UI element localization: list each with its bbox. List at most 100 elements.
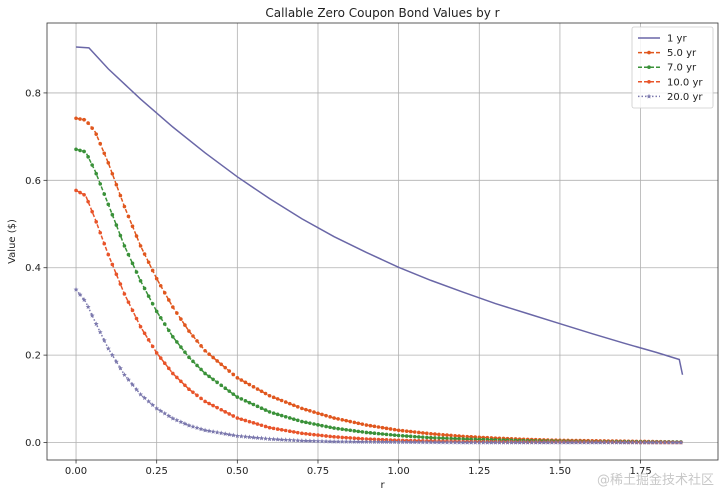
series-point — [227, 369, 232, 373]
series-point — [613, 439, 619, 445]
series-point — [283, 414, 288, 419]
series-point — [335, 439, 341, 444]
y-tick-label: 0.8 — [25, 88, 41, 99]
series-point — [416, 430, 421, 435]
series-point — [138, 324, 143, 329]
series-point — [94, 171, 98, 176]
series-point — [235, 416, 240, 420]
series-point — [98, 230, 103, 235]
series-point — [223, 410, 228, 414]
series-point — [199, 344, 203, 348]
series-point — [215, 359, 219, 363]
series-point — [392, 427, 397, 432]
series-point — [312, 410, 316, 414]
series-point — [545, 439, 551, 445]
series-point — [247, 382, 252, 387]
series-point — [429, 431, 433, 436]
series-point — [433, 432, 437, 436]
series-point — [102, 192, 107, 196]
series-point — [198, 426, 204, 432]
series-point — [203, 371, 207, 376]
series-point — [102, 151, 107, 156]
series-point — [384, 432, 389, 437]
series-point — [279, 398, 284, 403]
y-tick-label: 0.4 — [25, 263, 41, 274]
series-point — [150, 268, 155, 273]
series-point — [78, 117, 82, 121]
x-tick-label: 0.25 — [146, 466, 168, 477]
series-point — [605, 439, 611, 445]
series-point — [453, 433, 457, 438]
series-point — [85, 304, 91, 310]
series-point — [81, 297, 87, 302]
series-point — [255, 435, 260, 440]
series-point — [441, 432, 445, 437]
series-point — [146, 294, 151, 298]
series-point — [453, 436, 457, 441]
series-point — [404, 439, 410, 445]
series-point — [206, 428, 212, 434]
series-point — [271, 436, 277, 442]
series-point — [179, 379, 183, 384]
series-point — [142, 331, 147, 336]
series-point — [82, 192, 86, 197]
series-point — [296, 405, 300, 409]
series-point — [166, 366, 171, 371]
series-point — [179, 345, 183, 349]
series-point — [109, 352, 115, 358]
y-axis: 0.0 0.2 0.4 0.6 0.8 — [25, 88, 47, 449]
series-point — [114, 272, 119, 277]
series-point — [175, 340, 179, 344]
series-point — [255, 422, 260, 426]
series-point — [183, 383, 187, 388]
series-point — [138, 244, 143, 248]
series-point — [275, 436, 281, 442]
series-point — [384, 439, 390, 445]
series-point — [283, 428, 288, 433]
series-point — [130, 382, 135, 387]
series-point — [191, 359, 195, 364]
series-point — [445, 433, 449, 437]
series-point — [452, 439, 458, 445]
series-point — [396, 428, 401, 433]
series-point — [372, 431, 377, 436]
series-point — [577, 439, 583, 445]
series-point — [332, 435, 336, 439]
series-point — [187, 387, 191, 392]
series-point — [194, 425, 200, 430]
x-tick-label: 0.50 — [226, 466, 248, 477]
series-point — [126, 300, 131, 304]
series-point — [114, 223, 119, 227]
series-point — [573, 439, 579, 445]
series-point — [122, 204, 127, 209]
series-point — [222, 431, 228, 436]
series-point — [255, 404, 260, 409]
series-point — [388, 427, 393, 431]
series-point — [130, 261, 135, 266]
series-point — [388, 439, 394, 445]
series-point — [344, 418, 349, 423]
series-point — [367, 439, 373, 444]
series-7-0-yr — [74, 147, 683, 444]
series-point — [421, 431, 425, 435]
series-point — [308, 432, 312, 437]
series-point — [279, 427, 284, 432]
series-point — [585, 439, 591, 445]
series-point — [360, 430, 365, 434]
series-point — [283, 400, 288, 404]
series-point — [291, 403, 296, 408]
series-point — [296, 418, 300, 423]
legend-label: 10.0 yr — [667, 77, 703, 88]
series-point — [187, 329, 191, 333]
series-point — [565, 439, 571, 445]
series-point — [90, 163, 94, 167]
series-point — [259, 435, 264, 441]
series-point — [299, 438, 305, 443]
series-point — [178, 419, 184, 425]
series-point — [678, 439, 684, 445]
plot-frame — [46, 22, 719, 461]
series-point — [77, 292, 83, 297]
series-point — [533, 439, 539, 445]
series-point — [364, 437, 369, 441]
